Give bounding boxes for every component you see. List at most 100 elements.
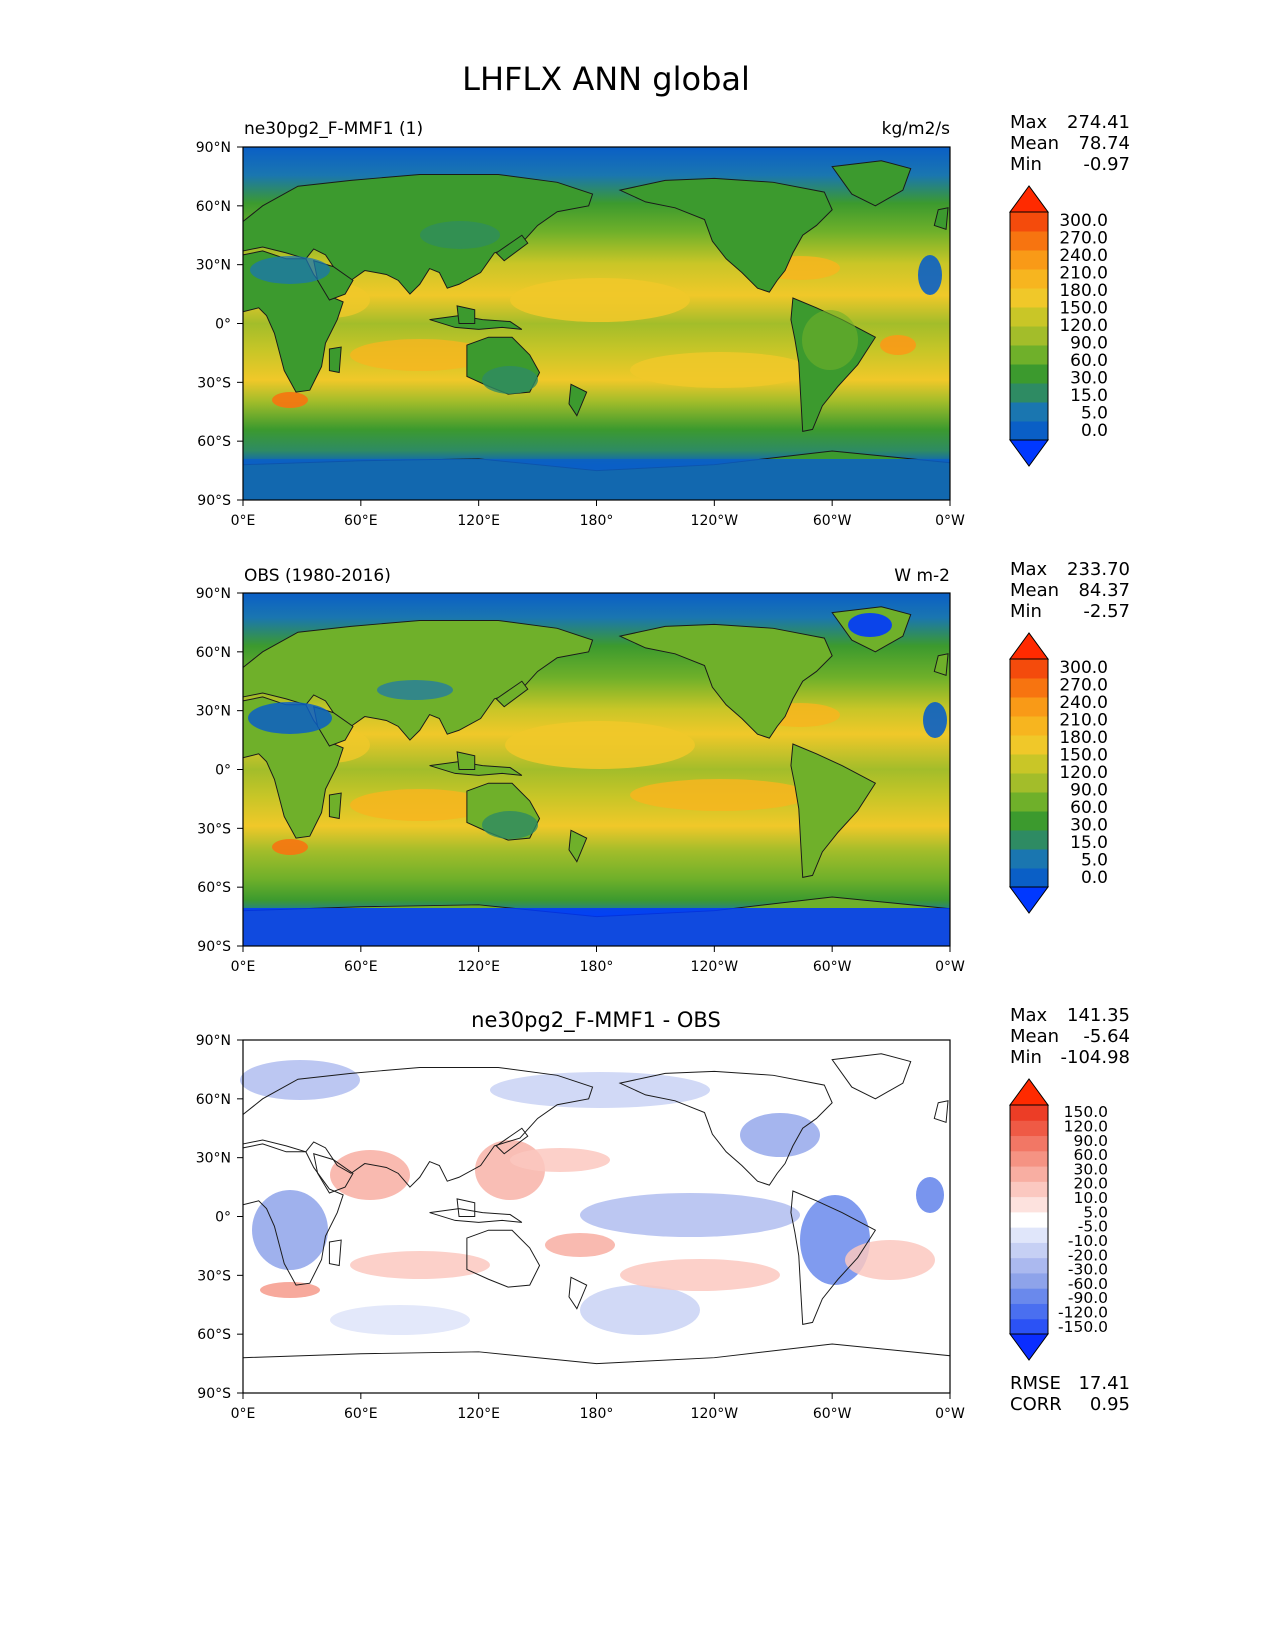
colorbar-segment bbox=[1010, 345, 1048, 365]
colorbar-label: 270.0 bbox=[1059, 228, 1108, 248]
colorbar-segment bbox=[1010, 402, 1048, 422]
colorbar-segment bbox=[1010, 212, 1048, 232]
x-tick-label: 0°E bbox=[231, 959, 256, 975]
colorbar-label: 120.0 bbox=[1064, 1117, 1108, 1135]
y-tick-label: 30°S bbox=[197, 375, 231, 391]
colorbar-label: 210.0 bbox=[1059, 710, 1108, 730]
colorbar-label: 60.0 bbox=[1073, 1146, 1108, 1164]
x-tick-label: 120°W bbox=[691, 959, 739, 975]
colorbar-label: 90.0 bbox=[1070, 781, 1108, 801]
y-tick-label: 0° bbox=[215, 317, 231, 333]
stat-max-value: 141.35 bbox=[1067, 1005, 1130, 1026]
panel-test-label: ne30pg2_F-MMF1 (1) bbox=[244, 119, 423, 139]
y-tick-label: 60°N bbox=[196, 199, 231, 215]
y-tick-label: 60°S bbox=[197, 434, 231, 450]
x-tick-label: 0°W bbox=[935, 1406, 965, 1422]
colorbar-segment bbox=[1010, 1257, 1048, 1274]
colorbar-segment bbox=[1010, 288, 1048, 308]
x-tick-label: 60°W bbox=[813, 1406, 852, 1422]
figure-title: LHFLX ANN global bbox=[462, 60, 750, 98]
x-tick-label: 120°E bbox=[457, 1406, 500, 1422]
x-tick-label: 180° bbox=[580, 513, 614, 529]
colorbar-segment bbox=[1010, 307, 1048, 327]
colorbar-label: 180.0 bbox=[1059, 281, 1108, 301]
x-tick-label: 0°E bbox=[231, 1406, 256, 1422]
x-tick-label: 60°W bbox=[813, 959, 852, 975]
colorbar-label: 0.0 bbox=[1081, 421, 1108, 441]
stat-min-label: Min bbox=[1010, 601, 1042, 622]
colorbar-segment bbox=[1010, 421, 1048, 441]
stat-mean-label: Mean bbox=[1010, 133, 1059, 154]
colorbar-label: -20.0 bbox=[1068, 1246, 1108, 1264]
colorbar-segment bbox=[1010, 830, 1048, 850]
colorbar-label: -30.0 bbox=[1068, 1261, 1108, 1279]
colorbar-segment bbox=[1010, 269, 1048, 289]
y-tick-label: 30°S bbox=[197, 1268, 231, 1284]
colorbar-extend-max bbox=[1009, 185, 1049, 213]
panel-diff: ne30pg2_F-MMF1 - OBS 0°E 60°E 120° bbox=[196, 1008, 965, 1422]
x-tick-label: 180° bbox=[580, 1406, 614, 1422]
colorbar-label: 240.0 bbox=[1059, 246, 1108, 266]
colorbar-label: -60.0 bbox=[1068, 1275, 1108, 1293]
colorbar-segment bbox=[1010, 250, 1048, 270]
colorbar-segment bbox=[1010, 364, 1048, 384]
colorbar-segment bbox=[1010, 811, 1048, 831]
stats-diff-metrics: RMSE 17.41 CORR 0.95 bbox=[1010, 1373, 1130, 1415]
stat-corr-label: CORR bbox=[1010, 1394, 1062, 1415]
y-tick-label: 60°N bbox=[196, 1092, 231, 1108]
colorbar-segment bbox=[1010, 1227, 1048, 1243]
y-tick-label: 60°S bbox=[197, 1327, 231, 1343]
colorbar-extend-max bbox=[1009, 1078, 1049, 1106]
colorbar-diff: 150.0120.090.060.030.020.010.05.0-5.0-10… bbox=[1009, 1078, 1108, 1361]
colorbar-segment bbox=[1010, 1196, 1048, 1213]
panel-ref-units: W m-2 bbox=[894, 566, 950, 586]
colorbar-segment bbox=[1010, 1211, 1048, 1228]
x-tick-label: 120°W bbox=[691, 513, 739, 529]
stat-min-value: -0.97 bbox=[1083, 154, 1130, 175]
stat-max-value: 233.70 bbox=[1067, 559, 1130, 580]
y-tick-label: 30°N bbox=[196, 704, 231, 720]
stat-max-label: Max bbox=[1010, 559, 1048, 580]
y-tick-label: 90°N bbox=[196, 586, 231, 602]
colorbar-label: -150.0 bbox=[1058, 1318, 1108, 1336]
x-tick-label: 60°W bbox=[813, 513, 852, 529]
colorbar-segment bbox=[1010, 754, 1048, 774]
panel-test: ne30pg2_F-MMF1 (1) kg/m2/s 0°E 60°E 120°E 1… bbox=[196, 119, 965, 529]
colorbar-segment bbox=[1010, 1288, 1048, 1304]
colorbar-segment bbox=[1010, 1135, 1048, 1152]
colorbar-extend-min bbox=[1009, 886, 1049, 914]
y-tick-label: 90°S bbox=[197, 1386, 231, 1402]
x-tick-label: 60°E bbox=[344, 1406, 378, 1422]
colorbar-label: 10.0 bbox=[1073, 1189, 1108, 1207]
colorbar-ref: 300.0270.0240.0210.0180.0150.0120.090.06… bbox=[1009, 632, 1108, 914]
stat-mean-label: Mean bbox=[1010, 1026, 1059, 1047]
colorbar-label: -10.0 bbox=[1068, 1232, 1108, 1250]
y-tick-label: 0° bbox=[215, 1210, 231, 1226]
colorbar-label: 5.0 bbox=[1081, 404, 1108, 424]
colorbar-label: 15.0 bbox=[1070, 386, 1108, 406]
colorbar-segment bbox=[1010, 1303, 1048, 1320]
colorbar-label: 5.0 bbox=[1081, 851, 1108, 871]
colorbar-frame bbox=[1009, 211, 1049, 441]
stat-mean-value: 84.37 bbox=[1078, 580, 1130, 601]
stat-max-value: 274.41 bbox=[1067, 112, 1130, 133]
x-tick-label: 120°E bbox=[457, 513, 500, 529]
colorbar-segment bbox=[1010, 326, 1048, 346]
colorbar-label: 300.0 bbox=[1059, 211, 1108, 231]
colorbar-label: 20.0 bbox=[1073, 1175, 1108, 1193]
colorbar-label: 60.0 bbox=[1070, 798, 1108, 818]
y-tick-label: 90°N bbox=[196, 1033, 231, 1049]
colorbar-segment bbox=[1010, 1181, 1048, 1198]
x-tick-label: 120°E bbox=[457, 959, 500, 975]
colorbar-label: 300.0 bbox=[1059, 658, 1108, 678]
colorbar-label: 30.0 bbox=[1073, 1160, 1108, 1178]
y-tick-label: 60°S bbox=[197, 880, 231, 896]
x-tick-label: 0°W bbox=[935, 513, 965, 529]
stat-mean-value: 78.74 bbox=[1078, 133, 1130, 154]
panel-diff-map bbox=[240, 1040, 951, 1394]
stat-max-label: Max bbox=[1010, 1005, 1048, 1026]
panel-ref-label: OBS (1980-2016) bbox=[244, 566, 391, 586]
stat-min-value: -2.57 bbox=[1083, 601, 1130, 622]
stats-diff: Max 141.35 Mean -5.64 Min -104.98 bbox=[1010, 1005, 1130, 1068]
